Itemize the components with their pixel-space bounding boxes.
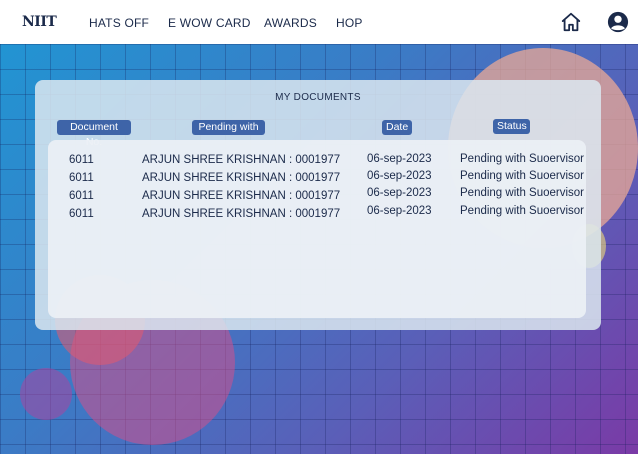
decorative-circle <box>20 368 72 420</box>
logo[interactable]: NIIT <box>22 14 57 30</box>
document-date: 06-sep-2023 <box>367 170 432 182</box>
panel-title: MY DOCUMENTS <box>275 92 361 103</box>
document-status: Pending with Suoervisor <box>460 205 585 217</box>
table-row[interactable]: 6011 ARJUN SHREE KRISHNAN : 0001977 06-s… <box>48 187 586 206</box>
documents-table: 6011 ARJUN SHREE KRISHNAN : 0001977 06-s… <box>48 140 586 318</box>
home-icon[interactable] <box>560 11 582 33</box>
column-header-document-no: Document No. <box>57 120 131 148</box>
document-number: 6011 <box>69 208 94 220</box>
table-row[interactable]: 6011 ARJUN SHREE KRISHNAN : 0001977 06-s… <box>48 205 586 224</box>
document-number: 6011 <box>69 190 94 202</box>
nav-awards[interactable]: AWARDS <box>264 16 317 30</box>
nav-hats-off[interactable]: HATS OFF <box>89 16 150 30</box>
table-row[interactable]: 6011 ARJUN SHREE KRISHNAN : 0001977 06-s… <box>48 170 586 188</box>
document-status: Pending with Suoervisor <box>460 153 585 165</box>
pending-with: ARJUN SHREE KRISHNAN : 0001977 <box>142 154 341 166</box>
nav-e-wow-card[interactable]: E WOW CARD <box>168 16 251 30</box>
pending-with: ARJUN SHREE KRISHNAN : 0001977 <box>142 208 341 220</box>
pending-with: ARJUN SHREE KRISHNAN : 0001977 <box>142 172 341 184</box>
my-documents-panel: MY DOCUMENTS Document No. Pending with D… <box>35 80 601 330</box>
account-icon[interactable] <box>607 11 629 33</box>
table-row[interactable]: 6011 ARJUN SHREE KRISHNAN : 0001977 06-s… <box>48 153 586 170</box>
document-date: 06-sep-2023 <box>367 187 432 199</box>
document-date: 06-sep-2023 <box>367 153 432 165</box>
document-status: Pending with Suoervisor <box>460 170 585 182</box>
top-navbar: NIIT HATS OFF E WOW CARD AWARDS HOP <box>0 0 638 44</box>
document-date: 06-sep-2023 <box>367 205 432 217</box>
document-number: 6011 <box>69 172 94 184</box>
column-header-pending-with: Pending with <box>192 120 265 135</box>
nav-hop[interactable]: HOP <box>336 16 363 30</box>
document-status: Pending with Suoervisor <box>460 187 585 199</box>
column-header-date: Date <box>382 120 412 135</box>
column-header-status: Status <box>493 119 530 134</box>
document-number: 6011 <box>69 154 94 166</box>
pending-with: ARJUN SHREE KRISHNAN : 0001977 <box>142 190 341 202</box>
